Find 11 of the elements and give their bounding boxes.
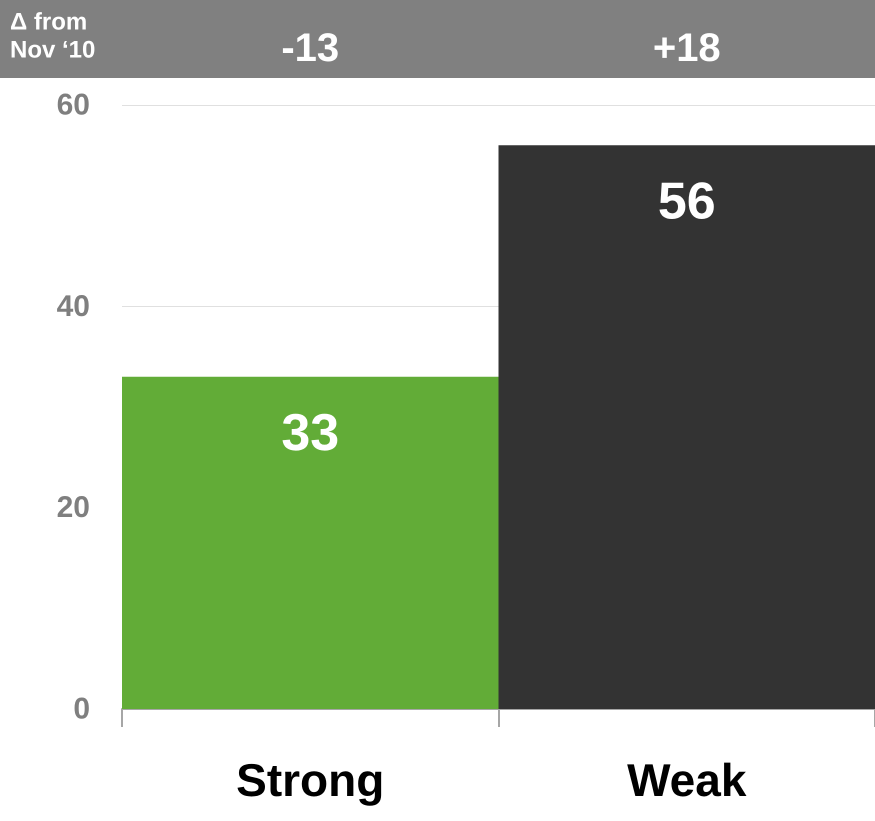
data-label: 33	[281, 404, 340, 462]
data-label: 56	[658, 172, 716, 230]
text: Δ from Nov ‘10	[10, 8, 96, 64]
y-tick-label: 60	[56, 88, 90, 122]
y-tick-label: 40	[56, 290, 90, 323]
y-tick-label: 0	[73, 692, 90, 726]
x-tick-label: Weak	[627, 754, 747, 806]
text: -13	[281, 26, 340, 70]
text: +18	[652, 26, 721, 70]
y-tick-label: 20	[56, 491, 90, 524]
x-tick-label: Strong	[236, 754, 384, 806]
